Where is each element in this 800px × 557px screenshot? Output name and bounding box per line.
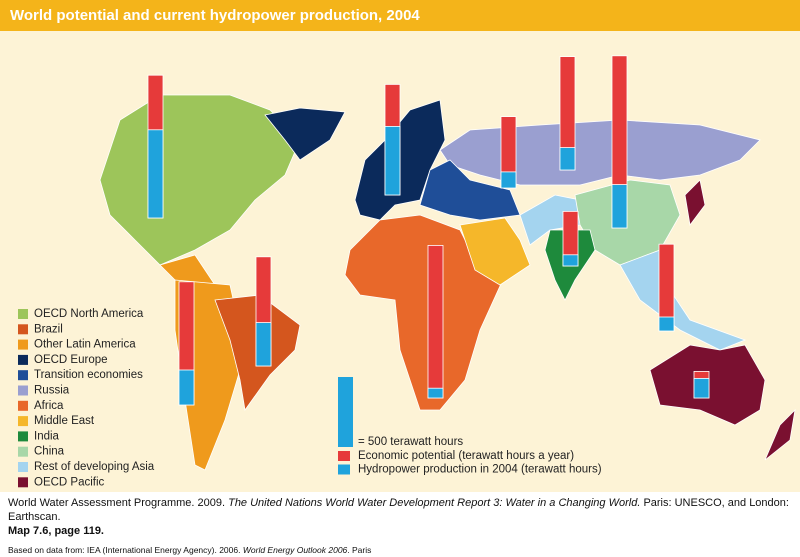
citation: World Water Assessment Programme. 2009. … [8,496,793,524]
region-label: OECD Pacific [34,476,105,488]
region-label: OECD North America [34,308,144,320]
legend-swatch [338,464,350,475]
region-swatch [18,385,28,396]
region-swatch [18,324,28,335]
legend-swatch [338,451,350,461]
production-bar [178,369,195,406]
region [264,107,346,161]
map-ref: Map 7.6, page 119. [8,525,104,537]
citation-title: The United Nations World Water Developme… [228,497,641,509]
based-on-title: World Energy Outlook 2006 [242,545,348,555]
region-label: Russia [34,385,70,397]
production-bar [384,126,401,196]
region-swatch [18,370,28,381]
region [344,214,506,411]
production-bar [693,377,710,399]
production-bar [427,387,444,399]
region-swatch [18,477,28,488]
legend-label: Hydropower production in 2004 (terawatt … [358,464,602,476]
region-swatch [18,431,28,442]
region [764,408,796,461]
map-chart: World potential and current hydropower p… [0,0,800,492]
region-label: Rest of developing Asia [34,461,155,473]
scale-bar [338,377,353,447]
region-label: China [34,446,65,458]
region-label: OECD Europe [34,354,108,366]
region-swatch [18,309,28,319]
legend-label: Economic potential (terawatt hours a yea… [358,450,574,462]
region [459,217,531,286]
production-bar [500,171,517,189]
citation-publisher: Paris: UNESCO, and London: Earthscan. [8,497,789,523]
region-label: India [34,430,60,442]
region-swatch [18,400,28,411]
region-swatch [18,462,28,472]
region-swatch [18,416,28,427]
title: World potential and current hydropower p… [10,7,420,24]
region-swatch [18,339,28,350]
based-on: Based on data from: IEA (International E… [8,543,793,557]
region [684,179,706,226]
production-bar [147,129,164,219]
potential-bar [427,244,444,399]
region-swatch [18,446,28,457]
header-bar [0,0,800,31]
production-bar [611,184,628,229]
land [99,94,796,471]
region [419,159,521,221]
based-on-text: Based on data from: IEA (International E… [8,545,241,555]
region-label: Brazil [34,323,63,335]
scale-label: = 500 terawatt hours [358,436,463,448]
production-bar [562,254,579,267]
region-label: Africa [34,400,64,412]
region-label: Middle East [34,415,95,427]
production-bar [559,147,576,171]
production-bar [658,316,675,332]
based-on-end: . Paris [347,545,372,555]
region-swatch [18,354,28,365]
region-label: Other Latin America [34,339,136,351]
bars [147,55,710,447]
region-label: Transition economies [34,369,143,381]
citation-author: World Water Assessment Programme. 2009. [8,497,226,509]
production-bar [255,322,272,367]
source: World Water Assessment Programme. 2009. … [8,496,793,557]
